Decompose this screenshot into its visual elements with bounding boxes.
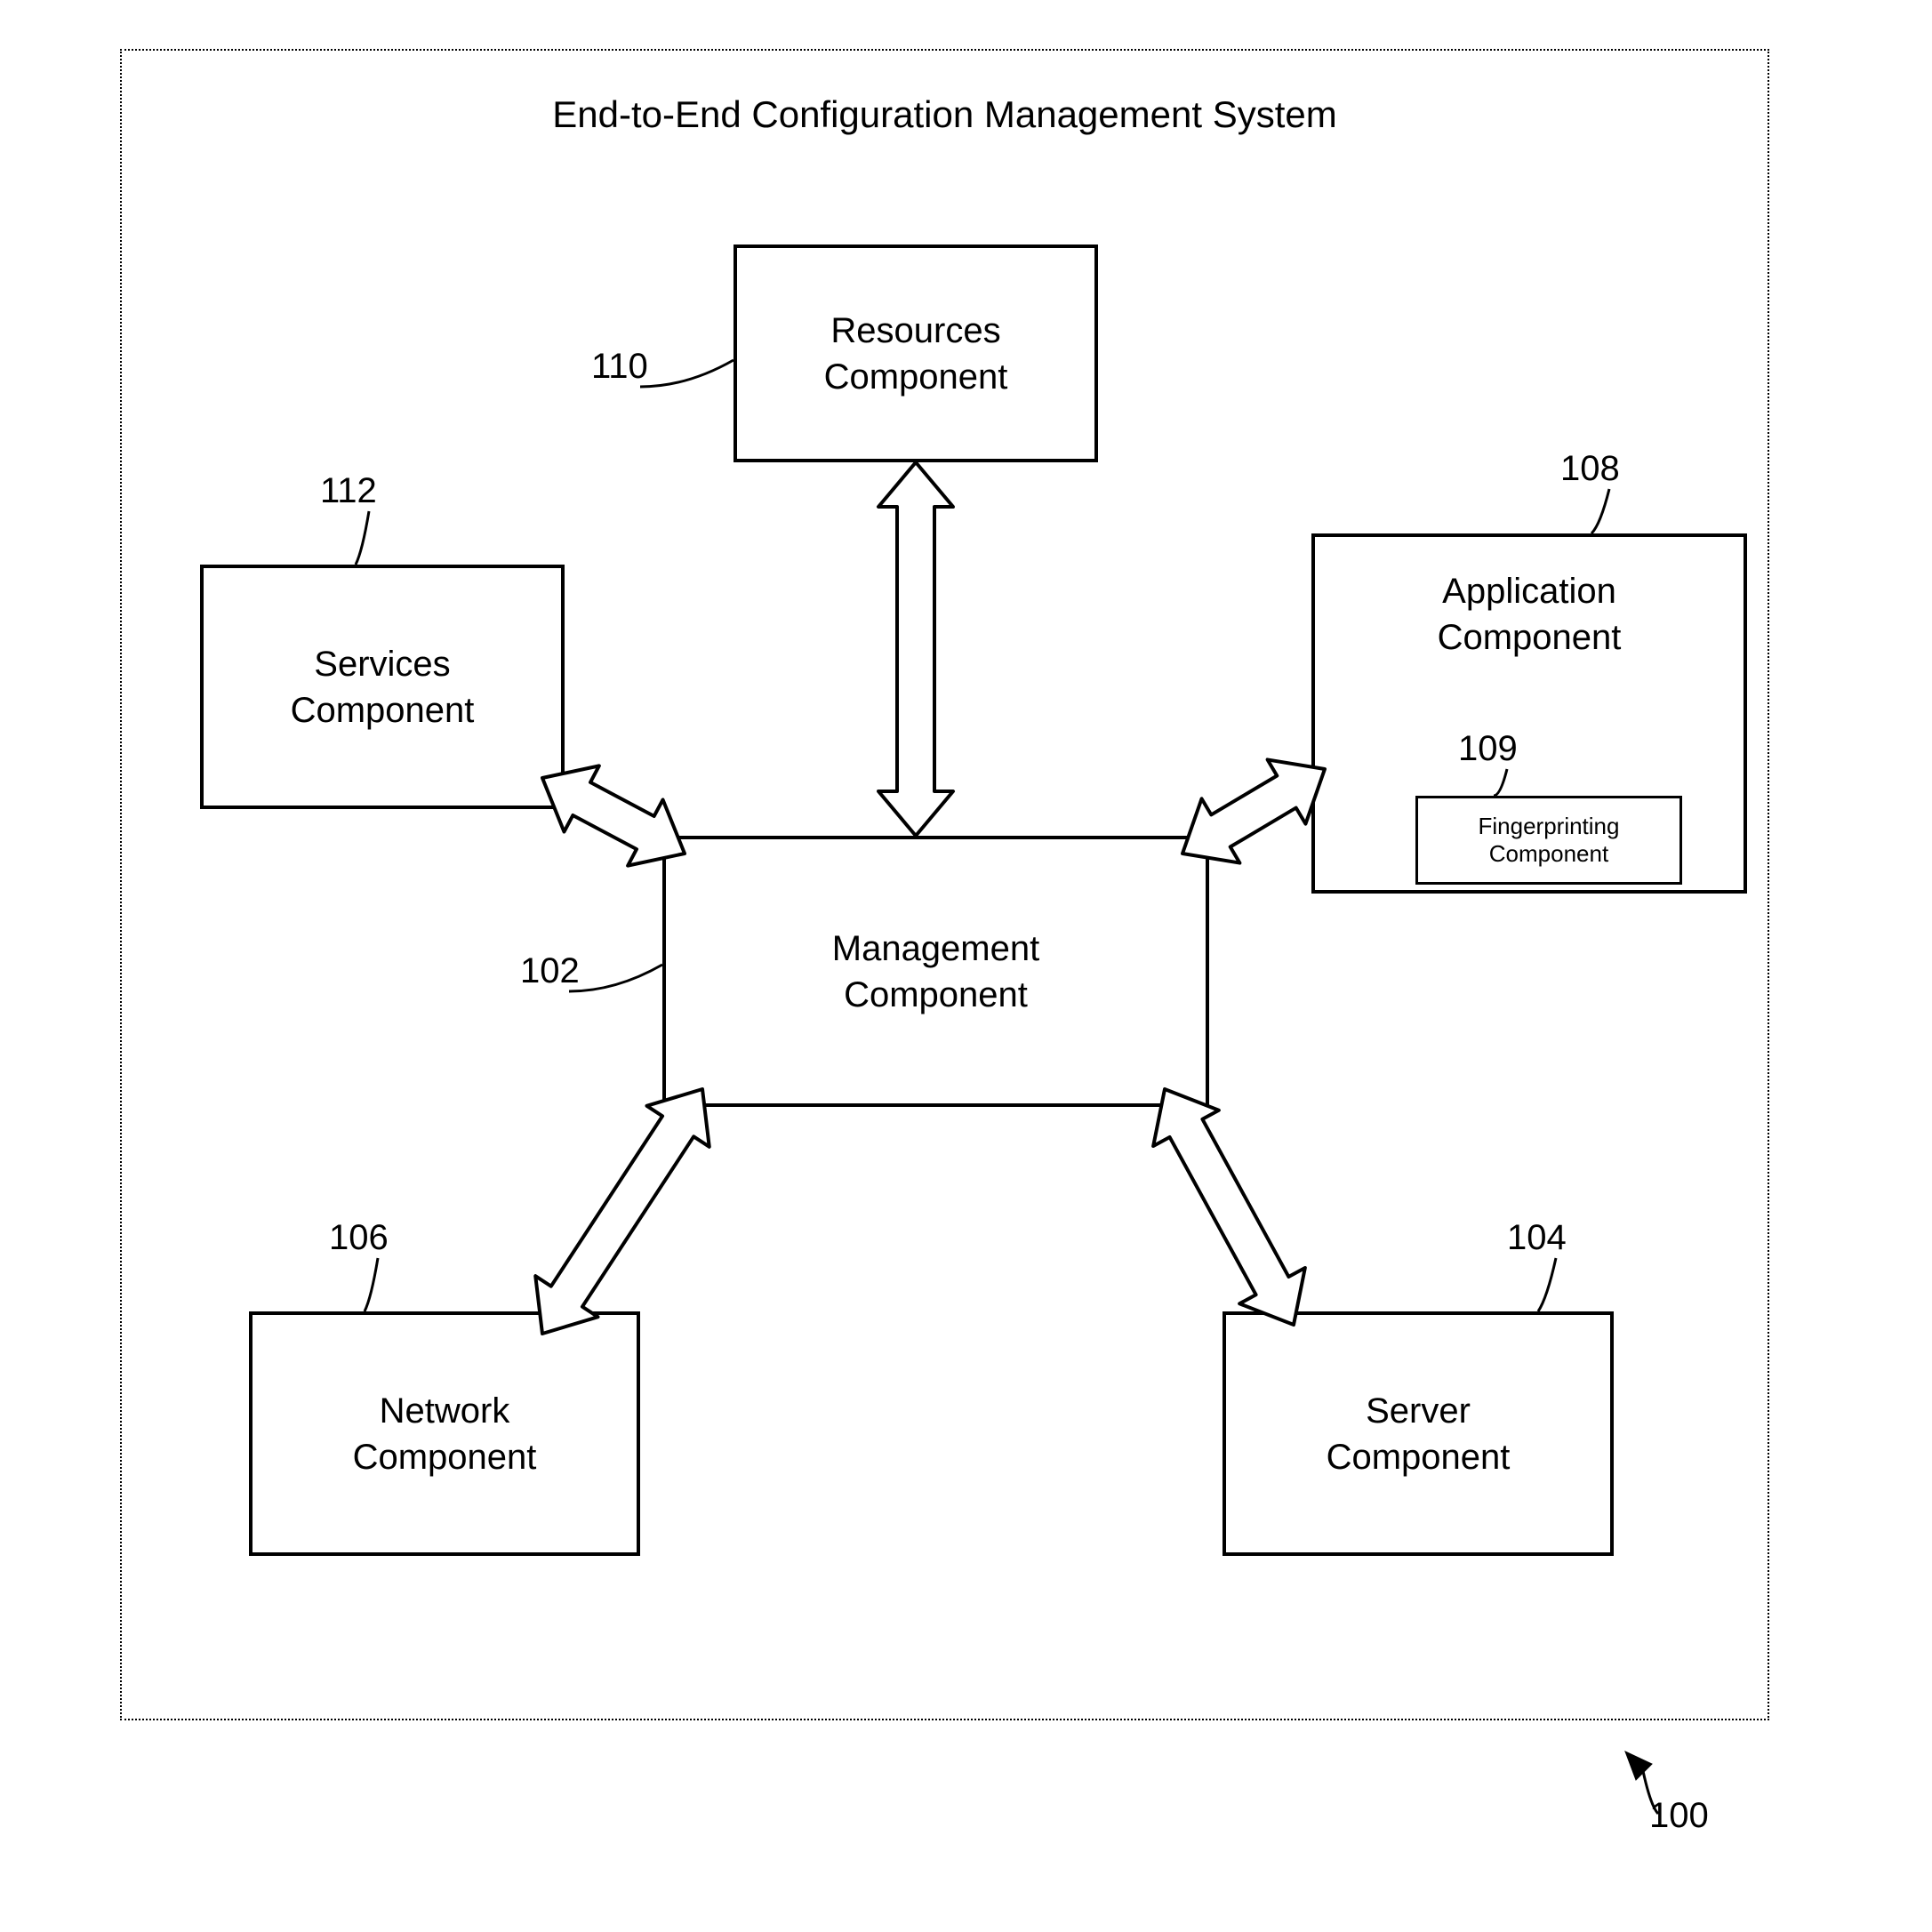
ref-110: 110 — [591, 347, 648, 387]
management-component-box: ManagementComponent — [662, 836, 1209, 1107]
ref-112: 112 — [320, 471, 377, 511]
ref-109: 109 — [1458, 729, 1518, 769]
ref-100: 100 — [1649, 1796, 1709, 1836]
resources-component-box: ResourcesComponent — [734, 245, 1098, 462]
fingerprinting-component-box: FingerprintingComponent — [1415, 796, 1682, 885]
diagram-title: End-to-End Configuration Management Syst… — [120, 93, 1769, 136]
management-label: ManagementComponent — [832, 926, 1039, 1018]
network-component-box: NetworkComponent — [249, 1311, 640, 1556]
ref-108: 108 — [1560, 449, 1620, 489]
services-component-box: ServicesComponent — [200, 565, 565, 809]
fingerprinting-label: FingerprintingComponent — [1479, 813, 1620, 868]
services-label: ServicesComponent — [291, 641, 475, 734]
ref-106: 106 — [329, 1218, 389, 1258]
ref-102: 102 — [520, 951, 580, 991]
application-label: ApplicationComponent — [1315, 568, 1744, 661]
resources-label: ResourcesComponent — [824, 308, 1008, 400]
server-component-box: ServerComponent — [1223, 1311, 1614, 1556]
ref-104: 104 — [1507, 1218, 1567, 1258]
server-label: ServerComponent — [1327, 1388, 1511, 1480]
network-label: NetworkComponent — [353, 1388, 537, 1480]
